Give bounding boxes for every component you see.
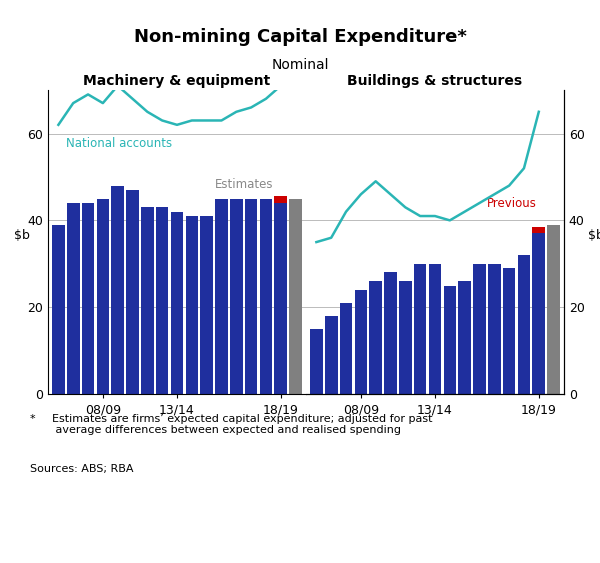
Text: Previous: Previous bbox=[487, 198, 537, 211]
Bar bbox=[274, 203, 287, 394]
Bar bbox=[473, 264, 486, 394]
Text: Sources: ABS; RBA: Sources: ABS; RBA bbox=[30, 464, 133, 475]
Bar bbox=[126, 190, 139, 394]
Text: Non-mining Capital Expenditure*: Non-mining Capital Expenditure* bbox=[134, 28, 466, 46]
Bar bbox=[141, 207, 154, 394]
Bar bbox=[310, 329, 323, 394]
Bar bbox=[488, 264, 500, 394]
Bar bbox=[52, 225, 65, 394]
Bar bbox=[532, 234, 545, 394]
Y-axis label: $b: $b bbox=[588, 229, 600, 242]
Text: Nominal: Nominal bbox=[271, 58, 329, 72]
Bar bbox=[399, 281, 412, 394]
Bar bbox=[67, 203, 80, 394]
Text: Estimates are firms’ expected capital expenditure; adjusted for past
   average : Estimates are firms’ expected capital ex… bbox=[45, 414, 433, 435]
Bar bbox=[325, 316, 338, 394]
Bar bbox=[428, 264, 442, 394]
Bar bbox=[289, 199, 302, 394]
Bar bbox=[245, 199, 257, 394]
Bar bbox=[215, 199, 228, 394]
Y-axis label: $b: $b bbox=[14, 229, 29, 242]
Title: Machinery & equipment: Machinery & equipment bbox=[83, 74, 271, 87]
Bar bbox=[230, 199, 242, 394]
Bar bbox=[414, 264, 427, 394]
Bar bbox=[185, 216, 198, 394]
Bar bbox=[355, 290, 367, 394]
Bar bbox=[384, 272, 397, 394]
Bar bbox=[170, 212, 184, 394]
Bar bbox=[260, 199, 272, 394]
Text: National accounts: National accounts bbox=[66, 137, 172, 150]
Title: Buildings & structures: Buildings & structures bbox=[347, 74, 523, 87]
Bar bbox=[503, 268, 515, 394]
Bar bbox=[518, 255, 530, 394]
Bar bbox=[97, 199, 109, 394]
Bar bbox=[274, 196, 287, 203]
Bar bbox=[340, 303, 352, 394]
Bar bbox=[370, 281, 382, 394]
Bar bbox=[458, 281, 471, 394]
Bar bbox=[156, 207, 169, 394]
Bar bbox=[112, 186, 124, 394]
Bar bbox=[443, 285, 456, 394]
Bar bbox=[200, 216, 213, 394]
Text: Estimates: Estimates bbox=[215, 178, 274, 191]
Bar bbox=[547, 225, 560, 394]
Bar bbox=[532, 227, 545, 234]
Text: *: * bbox=[30, 414, 35, 424]
Bar bbox=[82, 203, 94, 394]
